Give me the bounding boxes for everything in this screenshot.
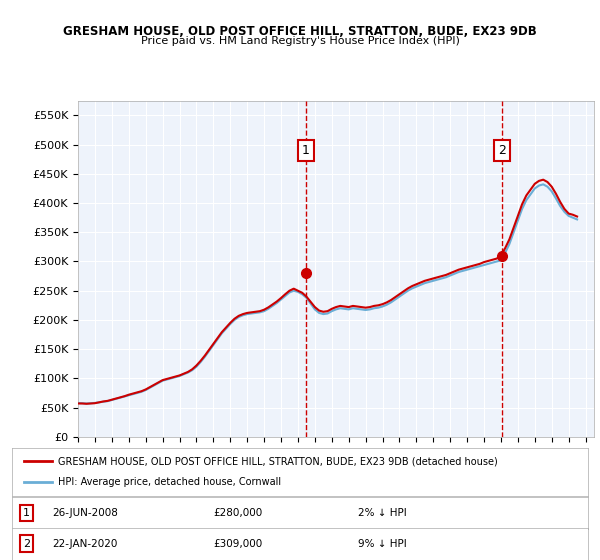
Text: 26-JUN-2008: 26-JUN-2008 [52,508,118,518]
Text: 9% ↓ HPI: 9% ↓ HPI [358,539,406,549]
Text: 1: 1 [302,144,310,157]
Text: 2: 2 [498,144,506,157]
Text: £309,000: £309,000 [214,539,263,549]
Text: 22-JAN-2020: 22-JAN-2020 [52,539,118,549]
Text: 2: 2 [23,539,30,549]
Text: 2% ↓ HPI: 2% ↓ HPI [358,508,406,518]
Text: HPI: Average price, detached house, Cornwall: HPI: Average price, detached house, Corn… [58,477,281,487]
Text: £280,000: £280,000 [214,508,263,518]
Text: 1: 1 [23,508,30,518]
Text: GRESHAM HOUSE, OLD POST OFFICE HILL, STRATTON, BUDE, EX23 9DB: GRESHAM HOUSE, OLD POST OFFICE HILL, STR… [63,25,537,38]
Text: GRESHAM HOUSE, OLD POST OFFICE HILL, STRATTON, BUDE, EX23 9DB (detached house): GRESHAM HOUSE, OLD POST OFFICE HILL, STR… [58,456,498,466]
Text: Price paid vs. HM Land Registry's House Price Index (HPI): Price paid vs. HM Land Registry's House … [140,36,460,46]
